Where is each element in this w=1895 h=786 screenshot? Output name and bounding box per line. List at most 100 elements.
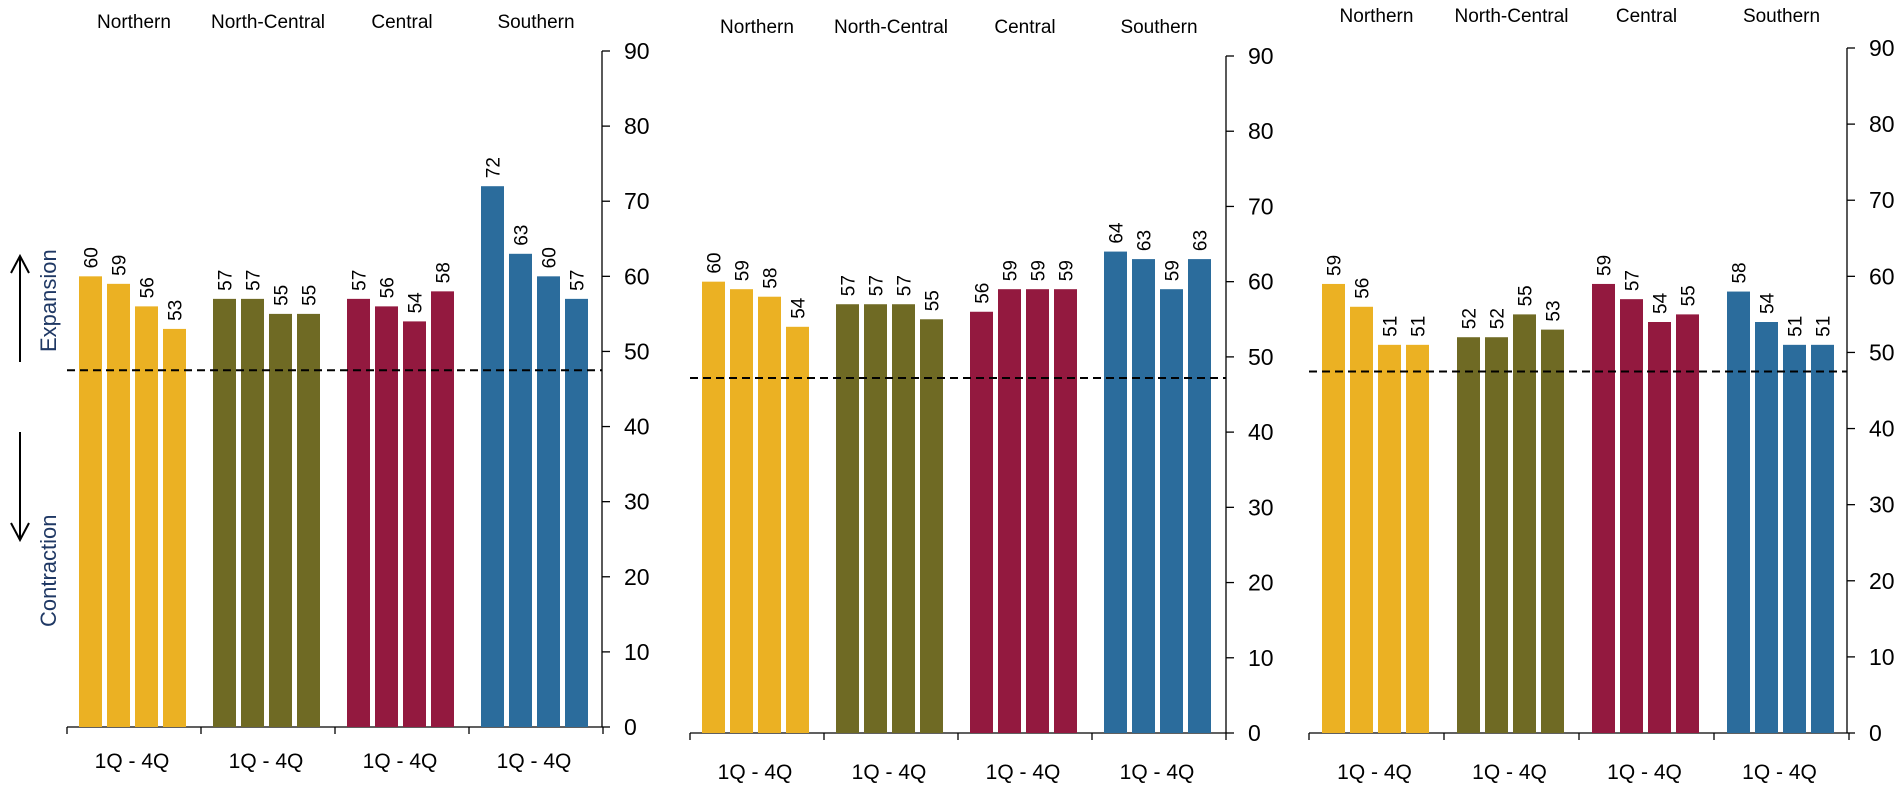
data-label: 52 <box>1488 308 1509 329</box>
bar <box>1188 259 1211 733</box>
data-label: 55 <box>272 285 293 306</box>
expansion-label: Expansion <box>36 249 61 352</box>
data-label: 59 <box>1057 260 1078 281</box>
y-tick-label: 80 <box>1248 118 1274 144</box>
data-label: 59 <box>1029 260 1050 281</box>
bar <box>269 313 292 727</box>
group-quarter-label: 1Q - 4Q <box>1742 761 1817 784</box>
bar <box>1783 344 1806 733</box>
bar <box>1378 344 1401 733</box>
data-label: 57 <box>568 270 589 291</box>
y-tick-label: 30 <box>1869 492 1895 518</box>
group-quarter-label: 1Q - 4Q <box>986 761 1061 784</box>
bar <box>375 306 398 727</box>
data-label: 57 <box>244 270 265 291</box>
y-tick-label: 90 <box>1869 35 1895 61</box>
data-label: 59 <box>1163 260 1184 281</box>
contraction-label: Contraction <box>36 514 61 627</box>
data-label: 56 <box>138 277 159 298</box>
bar <box>1592 283 1615 733</box>
data-label: 57 <box>1623 270 1644 291</box>
data-label: 52 <box>1460 308 1481 329</box>
y-tick-label: 50 <box>624 338 650 364</box>
data-label: 57 <box>216 270 237 291</box>
chart-panel-2: Northern 1Q - 4Q 60 59 58 54 North-Central 1Q -… <box>689 17 1274 784</box>
bar <box>758 296 781 733</box>
y-tick-label: 40 <box>1869 416 1895 442</box>
data-label: 51 <box>1409 316 1430 337</box>
bar <box>1485 337 1508 733</box>
y-tick-label: 60 <box>624 263 650 289</box>
group-quarter-label: 1Q - 4Q <box>1472 761 1547 784</box>
group-header: Northern <box>97 12 171 33</box>
group-header: North-Central <box>834 17 948 38</box>
bar <box>79 276 102 727</box>
data-label: 55 <box>1679 285 1700 306</box>
data-label: 55 <box>300 285 321 306</box>
data-label: 57 <box>867 275 888 296</box>
bar <box>1811 344 1834 733</box>
group-header: Southern <box>1120 17 1197 38</box>
bar <box>297 313 320 727</box>
bar <box>537 276 560 727</box>
y-tick-label: 10 <box>1869 644 1895 670</box>
bar <box>864 304 887 733</box>
data-label: 53 <box>1544 300 1565 321</box>
bar <box>1727 291 1750 733</box>
group-quarter-label: 1Q - 4Q <box>363 750 438 773</box>
y-tick-label: 60 <box>1248 269 1274 295</box>
y-tick-label: 60 <box>1869 263 1895 289</box>
data-label: 54 <box>406 292 427 314</box>
group-header: North-Central <box>1454 6 1568 27</box>
data-label: 64 <box>1107 222 1128 244</box>
data-label: 56 <box>378 277 399 298</box>
data-label: 60 <box>705 253 726 274</box>
bar <box>1322 283 1345 733</box>
data-label: 54 <box>789 297 810 319</box>
bar <box>730 289 753 733</box>
data-label: 59 <box>1595 255 1616 276</box>
bar <box>1457 337 1480 733</box>
y-tick-label: 0 <box>1248 720 1261 746</box>
group-quarter-label: 1Q - 4Q <box>95 750 170 773</box>
y-tick-label: 80 <box>1869 111 1895 137</box>
group-header: Northern <box>720 17 794 38</box>
side-indicators: Expansion Contraction <box>10 249 61 627</box>
data-label: 58 <box>761 268 782 289</box>
bar <box>163 328 186 727</box>
group-quarter-label: 1Q - 4Q <box>1120 761 1195 784</box>
group-quarter-label: 1Q - 4Q <box>718 761 793 784</box>
bar <box>1104 251 1127 734</box>
group-header: Southern <box>497 12 574 33</box>
y-tick-label: 50 <box>1248 344 1274 370</box>
chart-panel-3: Northern 1Q - 4Q 59 56 51 51 North-Central 1Q -… <box>1308 6 1895 784</box>
data-label: 55 <box>923 290 944 311</box>
y-tick-label: 90 <box>1248 43 1274 69</box>
group-header: Central <box>371 12 432 33</box>
bar <box>836 304 859 733</box>
data-label: 55 <box>1516 285 1537 306</box>
group-header: Central <box>1616 6 1677 27</box>
group-quarter-label: 1Q - 4Q <box>497 750 572 773</box>
data-label: 63 <box>512 225 533 246</box>
data-label: 63 <box>1191 230 1212 251</box>
bar <box>1026 289 1049 733</box>
group-header: North-Central <box>211 12 325 33</box>
y-tick-label: 0 <box>1869 720 1882 746</box>
data-label: 54 <box>1651 292 1672 314</box>
bar <box>509 253 532 728</box>
chart-panel-1: Northern 1Q - 4Q 60 59 56 53 North-Central 1Q -… <box>66 12 650 773</box>
y-tick-label: 70 <box>624 188 650 214</box>
bar <box>702 281 725 733</box>
data-label: 59 <box>110 255 131 276</box>
y-tick-label: 20 <box>1869 568 1895 594</box>
y-tick-label: 50 <box>1869 339 1895 365</box>
data-label: 57 <box>895 275 916 296</box>
bar <box>998 289 1021 733</box>
data-label: 60 <box>540 247 561 268</box>
data-label: 56 <box>1353 278 1374 299</box>
y-tick-label: 30 <box>624 489 650 515</box>
bar <box>1755 322 1778 733</box>
bar <box>920 319 943 733</box>
data-label: 56 <box>973 283 994 304</box>
